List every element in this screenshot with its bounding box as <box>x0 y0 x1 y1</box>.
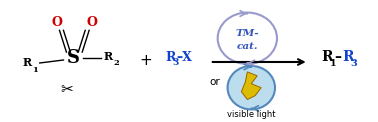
Text: R: R <box>23 57 32 68</box>
Ellipse shape <box>218 13 277 64</box>
Text: TM-: TM- <box>235 29 259 38</box>
Text: S: S <box>67 49 80 67</box>
Text: O: O <box>51 16 62 29</box>
Polygon shape <box>242 72 261 100</box>
Text: R: R <box>321 50 333 64</box>
Text: 3: 3 <box>172 58 178 67</box>
Text: R: R <box>104 51 113 62</box>
Text: 1: 1 <box>330 59 337 68</box>
Text: visible light: visible light <box>227 110 276 119</box>
Text: –X: –X <box>176 51 192 64</box>
Text: 3: 3 <box>351 59 358 68</box>
Text: ✂: ✂ <box>60 82 73 97</box>
Text: R: R <box>342 50 354 64</box>
Text: cat.: cat. <box>237 42 258 51</box>
Text: +: + <box>139 52 152 67</box>
Text: or: or <box>209 77 220 87</box>
Text: R: R <box>165 51 176 64</box>
Text: –: – <box>334 50 341 64</box>
Text: 2: 2 <box>113 59 119 67</box>
Ellipse shape <box>228 66 275 109</box>
Text: 1: 1 <box>32 66 38 74</box>
Text: O: O <box>87 16 98 29</box>
